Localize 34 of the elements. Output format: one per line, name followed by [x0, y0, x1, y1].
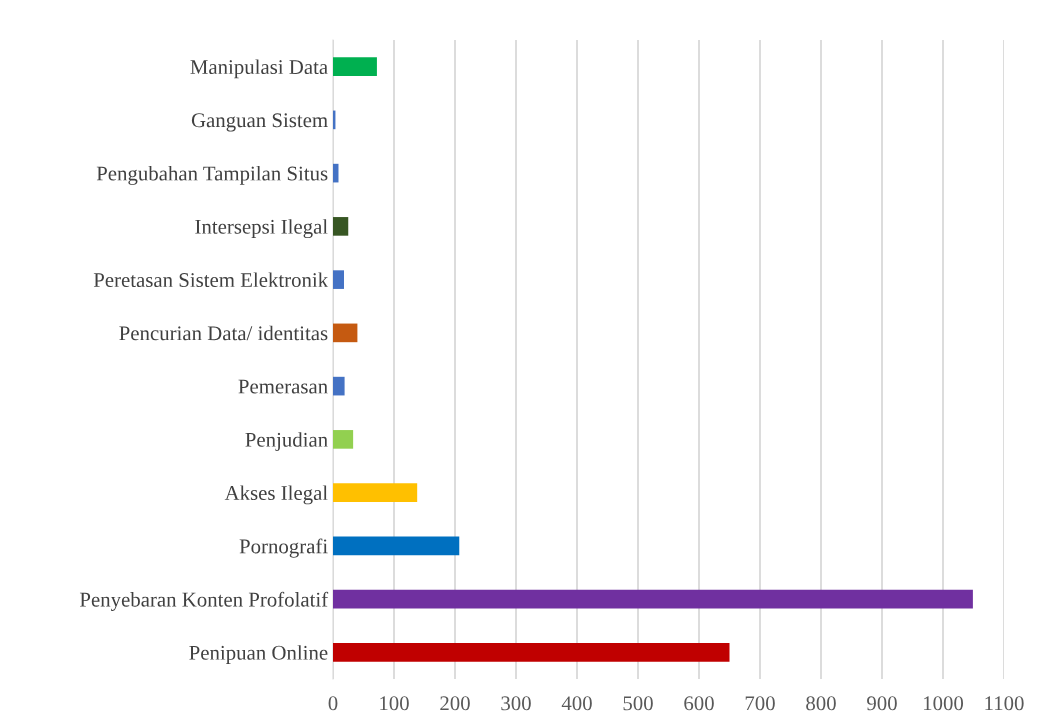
x-tick-label: 700 [745, 696, 775, 711]
y-tick-label: Ganguan Sistem [191, 113, 328, 132]
bar [333, 483, 418, 502]
bar [333, 323, 358, 343]
x-tick-label: 400 [561, 696, 592, 711]
x-tick-label: 300 [501, 696, 531, 711]
x-tick-label: 600 [684, 696, 714, 711]
x-tick-label: 200 [440, 696, 470, 711]
bar [333, 376, 345, 396]
x-tick-label: 100 [380, 696, 409, 711]
y-tick-label: Pemerasan [238, 379, 328, 394]
x-tick-label: 1000 [924, 696, 964, 711]
y-tick-label: Pencurian Data/ identitas [119, 325, 328, 341]
bar [333, 643, 730, 662]
y-tick-label: Peretasan Sistem Elektronik [93, 272, 329, 288]
bar [333, 430, 354, 449]
x-tick-label: 500 [623, 696, 653, 711]
bar [333, 270, 344, 289]
bar [333, 217, 349, 236]
y-tick-label: Pengubahan Tampilan Situs [96, 165, 328, 185]
x-tick-label: 900 [867, 696, 897, 711]
y-tick-label: Manipulasi Data [190, 59, 328, 79]
y-tick-label: Akses Ilegal [224, 485, 328, 505]
x-tick-label: 0 [328, 696, 338, 711]
y-tick-label: Pornografi [239, 538, 328, 558]
y-tick-label: Penipuan Online [189, 645, 328, 665]
y-tick-label: Intersepsi Ilegal [195, 219, 328, 239]
y-tick-label: Penjudian [245, 432, 328, 452]
y-tick-label: Penyebaran Konten Profolatif [79, 591, 329, 611]
bar [333, 57, 377, 76]
x-tick-label: 800 [806, 696, 836, 711]
x-tick-label: 1100 [985, 696, 1024, 711]
bar [333, 536, 460, 556]
bar [333, 589, 973, 609]
